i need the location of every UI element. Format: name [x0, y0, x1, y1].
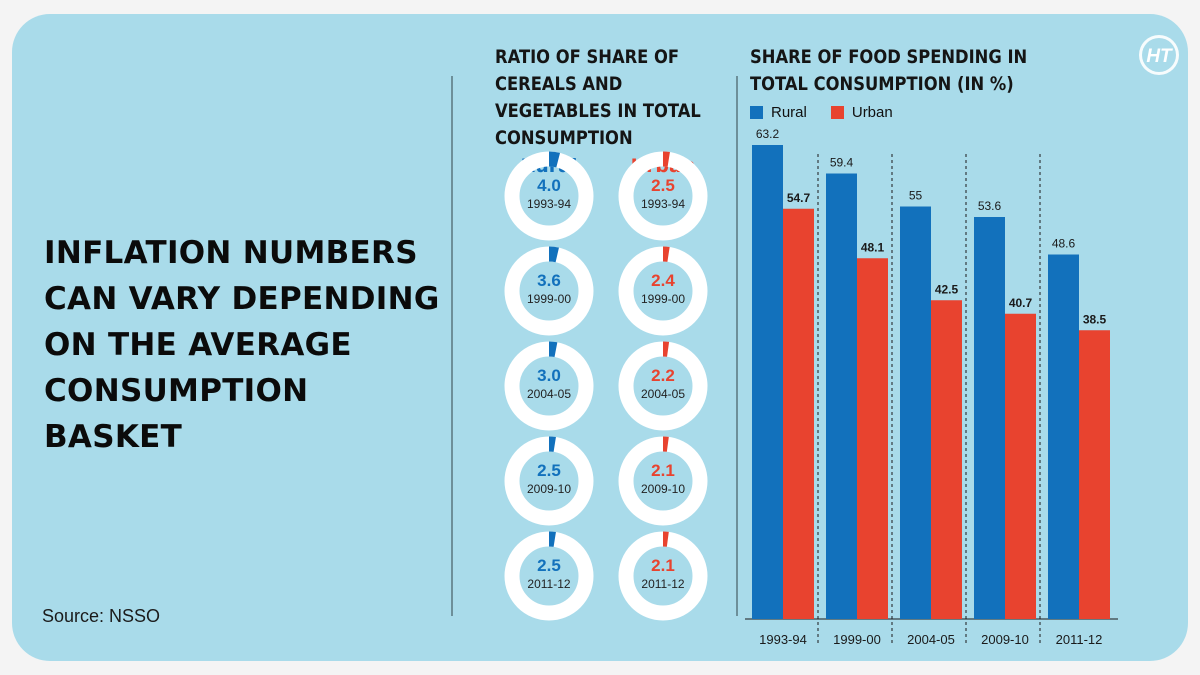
- ratio-donut-urban: 2.2 2004-05: [617, 340, 709, 432]
- donut-segment: [618, 531, 708, 621]
- donut-value: 2.5: [537, 461, 561, 480]
- donut-ring: [504, 341, 594, 431]
- donut-ring: [618, 436, 708, 526]
- bar-urban: [783, 208, 814, 619]
- bar-urban: [1005, 313, 1036, 619]
- donut-value: 4.0: [537, 176, 561, 195]
- ratio-title-line: VEGETABLES IN TOTAL: [495, 100, 701, 122]
- source-note: Source: NSSO: [42, 606, 161, 626]
- bar-urban: [1079, 330, 1110, 619]
- donut-value: 2.5: [537, 556, 561, 575]
- legend-swatch-rural: [750, 106, 763, 119]
- donut-ring: [618, 341, 708, 431]
- x-tick-label: 1999-00: [833, 632, 881, 647]
- donut-year: 2011-12: [641, 577, 685, 591]
- bar-rural: [752, 145, 783, 619]
- bar-rural: [826, 173, 857, 619]
- logo-text: HT: [1146, 46, 1173, 67]
- ht-logo-icon: HT: [1139, 35, 1179, 75]
- donut-year: 2004-05: [640, 387, 686, 401]
- donut-value: 3.6: [537, 271, 561, 290]
- data-label-urban: 40.7: [1009, 296, 1033, 310]
- data-label-urban: 42.5: [935, 282, 959, 296]
- data-label-rural: 63.2: [756, 127, 780, 141]
- data-label-urban: 54.7: [787, 191, 811, 205]
- x-tick-label: 2009-10: [981, 632, 1029, 647]
- legend-label-urban: Urban: [851, 104, 893, 121]
- ratio-title-line: CONSUMPTION: [495, 127, 633, 149]
- ratio-donut-rural: 2.5 2011-12: [503, 530, 595, 622]
- headline: INFLATION NUMBERS CAN VARY DEPENDING ON …: [44, 235, 440, 455]
- chart-legend: Rural Urban: [750, 104, 917, 121]
- donut-segment: [504, 341, 594, 431]
- legend-item-urban: Urban: [830, 104, 893, 121]
- legend-swatch-urban: [830, 106, 844, 119]
- chart-title-line: TOTAL CONSUMPTION (IN %): [750, 73, 1014, 95]
- donut-segment: [504, 436, 594, 526]
- data-label-rural: 59.4: [830, 156, 854, 170]
- donut-segment: [504, 151, 594, 241]
- donut-year: 2009-10: [640, 482, 686, 496]
- data-label-urban: 38.5: [1083, 312, 1107, 326]
- donut-ring: [618, 246, 708, 336]
- donut-year: 1999-00: [526, 292, 572, 306]
- left-divider: [451, 76, 453, 616]
- donut-year: 1993-94: [640, 197, 686, 211]
- donut-segment: [618, 151, 708, 241]
- bar-urban: [857, 258, 888, 619]
- infographic-card: INFLATION NUMBERS CAN VARY DEPENDING ON …: [12, 14, 1188, 661]
- x-tick-label: 2011-12: [1056, 632, 1103, 647]
- donut-ring: [618, 531, 708, 621]
- food-share-title: SHARE OF FOOD SPENDING IN TOTAL CONSUMPT…: [750, 44, 1027, 98]
- data-label-rural: 48.6: [1052, 237, 1076, 251]
- legend-item-rural: Rural: [750, 104, 807, 121]
- ratio-donut-rural: 3.0 2004-05: [503, 340, 595, 432]
- donut-year: 1993-94: [526, 197, 572, 211]
- bar-rural: [900, 206, 931, 619]
- bar-rural: [1048, 254, 1079, 619]
- donut-value: 2.4: [651, 271, 675, 290]
- data-label-rural: 55: [909, 189, 923, 203]
- donut-year: 1999-00: [640, 292, 686, 306]
- ratio-title-line: CEREALS AND: [495, 73, 623, 95]
- x-tick-label: 1993-94: [759, 632, 807, 647]
- donut-value: 2.1: [651, 556, 675, 575]
- donut-year: 2009-10: [526, 482, 572, 496]
- chart-title-line: SHARE OF FOOD SPENDING IN: [750, 46, 1028, 68]
- donut-segment: [618, 341, 708, 431]
- ratio-donut-rural: 3.6 1999-00: [503, 245, 595, 337]
- data-label-urban: 48.1: [861, 240, 885, 254]
- donut-year: 2004-05: [526, 387, 572, 401]
- ratio-donut-rural: 2.5 2009-10: [503, 435, 595, 527]
- ratio-donut-urban: 2.1 2011-12: [617, 530, 709, 622]
- ratio-donut-urban: 2.5 1993-94: [617, 150, 709, 242]
- donut-segment: [618, 436, 708, 526]
- donut-ring: [504, 531, 594, 621]
- donut-value: 2.5: [651, 176, 675, 195]
- food-share-bar-chart: 63.2 54.7 1993-94 59.4 48.1 1999-00 55 42.5 2004…: [745, 127, 1118, 647]
- ratio-donut-rural: 4.0 1993-94: [503, 150, 595, 242]
- donut-ring: [504, 246, 594, 336]
- ht-logo: HT: [1138, 34, 1180, 76]
- x-tick-label: 2004-05: [907, 632, 955, 647]
- donut-segment: [618, 246, 708, 336]
- middle-divider: [736, 76, 738, 616]
- donut-value: 2.2: [651, 366, 675, 385]
- legend-label-rural: Rural: [771, 104, 807, 121]
- donut-segment: [504, 246, 594, 336]
- data-label-rural: 53.6: [978, 199, 1002, 213]
- donut-year: 2011-12: [527, 577, 571, 591]
- donut-segment: [504, 531, 594, 621]
- ratio-panel-title: RATIO OF SHARE OF CEREALS AND VEGETABLES…: [495, 44, 701, 152]
- donut-ring: [504, 151, 594, 241]
- donut-ring: [618, 151, 708, 241]
- bar-urban: [931, 300, 962, 619]
- ratio-donut-urban: 2.4 1999-00: [617, 245, 709, 337]
- ratio-donut-urban: 2.1 2009-10: [617, 435, 709, 527]
- bar-rural: [974, 217, 1005, 619]
- donut-value: 2.1: [651, 461, 675, 480]
- ratio-title-line: RATIO OF SHARE OF: [495, 46, 680, 68]
- donut-ring: [504, 436, 594, 526]
- donut-value: 3.0: [537, 366, 561, 385]
